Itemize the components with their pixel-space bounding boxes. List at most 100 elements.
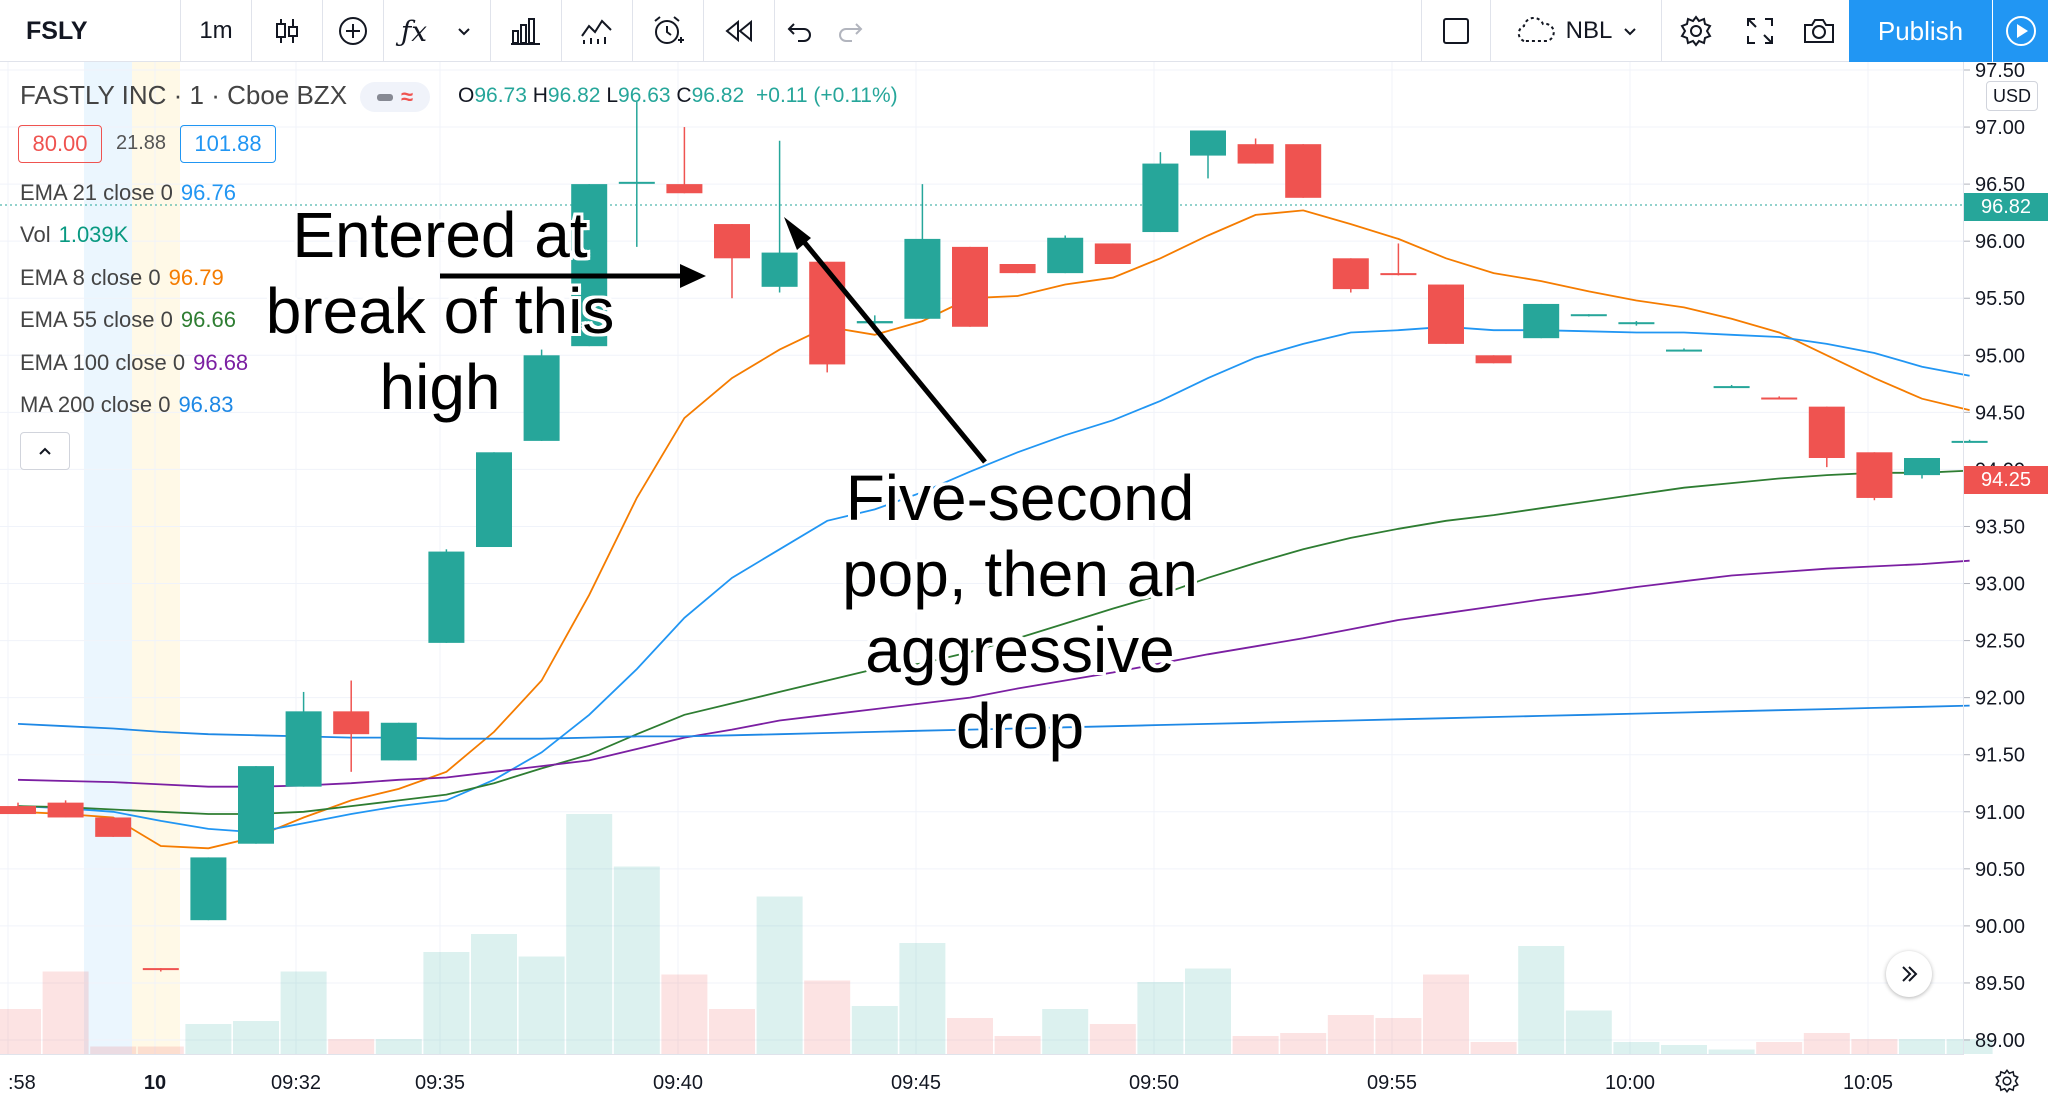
candle: [1380, 273, 1417, 276]
snapshot-button[interactable]: [1790, 0, 1848, 62]
volume-bar: [1851, 1039, 1898, 1054]
layout-button[interactable]: [1422, 0, 1490, 62]
toolbar-divider: [180, 0, 181, 62]
symbol-title[interactable]: FASTLY INC · 1 · Cboe BZX: [20, 80, 348, 110]
scroll-to-realtime-button[interactable]: [1886, 951, 1932, 997]
candle: [47, 802, 84, 818]
volume-bar: [709, 1009, 755, 1054]
current-price-badge: 94.25: [1964, 466, 2048, 494]
expand-icon: [1747, 18, 1773, 44]
axis-settings-button[interactable]: [1990, 1064, 2024, 1098]
double-chevron-right-icon: [1902, 966, 1918, 982]
cloud-icon: [1517, 17, 1555, 42]
interval-button[interactable]: 1m: [199, 17, 233, 44]
collapse-legend-button[interactable]: [20, 432, 70, 470]
indicator-ema55[interactable]: EMA 55 close 0 96.66: [20, 307, 236, 332]
indicators-dropdown[interactable]: [444, 0, 484, 62]
volume-bar: [185, 1024, 232, 1054]
volume-bar: [947, 1018, 993, 1054]
candle: [1904, 458, 1940, 476]
candle: [1475, 355, 1512, 364]
entry-arrow: [440, 264, 706, 288]
volume-bar: [1565, 1010, 1612, 1054]
ma-line: [17, 209, 1970, 850]
candle: [1285, 144, 1322, 198]
fullscreen-button[interactable]: [1730, 0, 1790, 62]
volume-bar: [233, 1021, 279, 1054]
candle: [95, 817, 132, 837]
alert-button[interactable]: [633, 0, 703, 62]
time-axis[interactable]: :58 10 09:32 09:35 09:40 09:45 09:50 09:55 10:00…: [8, 1072, 1893, 1094]
currency-label[interactable]: USD: [1986, 81, 2038, 111]
candle: [1808, 406, 1845, 458]
candle: [333, 711, 370, 735]
candle: [1666, 349, 1702, 352]
indicator-ema100[interactable]: EMA 100 close 0 96.68: [20, 350, 249, 375]
candle: [1570, 314, 1607, 317]
chart-pane: [0, 62, 1964, 1054]
undo-button[interactable]: [775, 0, 825, 62]
volume-bar: [804, 980, 851, 1054]
price-tick-label: 97.50: [1975, 62, 2025, 82]
time-tick-label: :58: [8, 1072, 36, 1094]
candle: [856, 321, 893, 324]
time-tick-label: 10: [144, 1072, 166, 1094]
candle: [0, 806, 36, 815]
moving-average-lines: [17, 209, 1970, 850]
volume-bar: [613, 866, 660, 1054]
gear-icon: [1995, 1069, 2019, 1093]
undo-icon: [787, 23, 811, 42]
candle: [714, 224, 750, 259]
candle: [952, 246, 988, 327]
publish-button[interactable]: Publish: [1849, 0, 1992, 62]
financials-button[interactable]: [491, 0, 561, 62]
indicator-ema8[interactable]: EMA 8 close 0 96.79: [20, 265, 224, 290]
toolbar-divider: [251, 0, 252, 62]
chart-type-button[interactable]: [252, 0, 322, 62]
indicator-volume[interactable]: Vol 1.039K: [20, 222, 129, 247]
toolbar-divider: [490, 0, 491, 62]
price-tick-label: 90.00: [1975, 916, 2025, 938]
indicator-ma200[interactable]: MA 200 close 0 96.83: [20, 392, 234, 417]
toolbar-divider: [774, 0, 775, 62]
price-tick-label: 92.00: [1975, 688, 2025, 710]
indicators-button[interactable]: ƒx: [384, 0, 444, 62]
price-tick-label: 93.50: [1975, 516, 2025, 538]
play-button[interactable]: [1993, 0, 2048, 62]
price-chart[interactable]: 97.5097.0096.5096.0095.5095.0094.5094.00…: [0, 62, 2048, 1104]
volume-bar: [518, 956, 565, 1054]
ma-line: [17, 325, 1970, 834]
ohlc-readout: O96.73 H96.82 L96.63 C96.82 +0.11 (+0.11…: [458, 84, 898, 107]
symbol-search-button[interactable]: FSLY: [26, 16, 88, 45]
replay-button[interactable]: [704, 0, 774, 62]
compare-button[interactable]: [323, 0, 383, 62]
chevron-down-icon: [458, 28, 470, 36]
candle: [571, 184, 608, 347]
top-toolbar: FSLY 1m ƒx NBL: [0, 0, 2048, 62]
time-tick-label: 09:35: [415, 1072, 465, 1094]
save-layout-button[interactable]: NBL: [1491, 0, 1661, 62]
candle: [1761, 397, 1798, 400]
ma-line: [17, 469, 1970, 815]
settings-button[interactable]: [1662, 0, 1730, 62]
candle: [523, 355, 560, 441]
toolbar-divider: [1421, 0, 1422, 62]
fx-icon: ƒx: [400, 14, 428, 48]
volume-bar: [280, 971, 327, 1054]
candle: [618, 181, 655, 184]
candle: [428, 551, 465, 643]
price-tick-label: 89.50: [1975, 973, 2025, 995]
toolbar-divider: [703, 0, 704, 62]
indicator-ema21[interactable]: EMA 21 close 0 96.76: [20, 180, 236, 205]
redo-button[interactable]: [825, 0, 875, 62]
volume-bar: [1232, 1036, 1279, 1054]
volume-bar: [1803, 1033, 1850, 1054]
volume-bar: [1089, 1024, 1136, 1054]
volume-bar: [851, 1006, 898, 1054]
price-axis[interactable]: 97.5097.0096.5096.0095.5095.0094.5094.00…: [1964, 62, 2025, 1052]
volume-bar: [1280, 1033, 1327, 1054]
square-icon: [1443, 18, 1469, 44]
volume-bar: [1613, 1042, 1660, 1054]
templates-button[interactable]: [562, 0, 632, 62]
volume-bar: [1042, 1009, 1089, 1054]
